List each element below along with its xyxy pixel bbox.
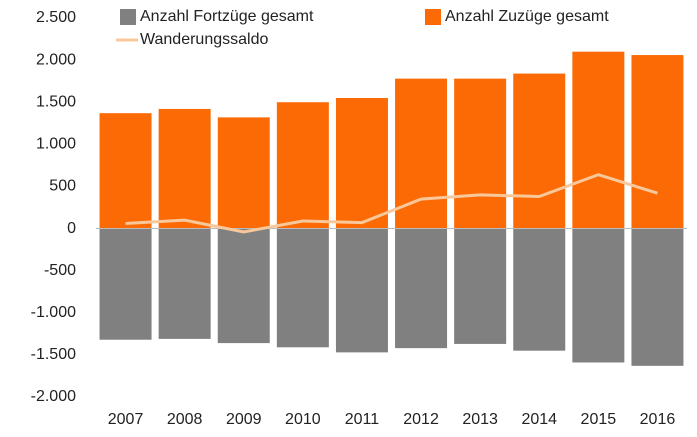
x-tick-label: 2016 (640, 411, 676, 428)
bar (454, 228, 507, 344)
x-tick-label: 2010 (285, 411, 321, 428)
y-tick-label: 2.000 (36, 51, 76, 68)
bar (513, 73, 566, 229)
y-tick-label: -1.000 (31, 304, 76, 321)
bar (572, 228, 625, 363)
legend-label: Anzahl Fortzüge gesamt (140, 8, 314, 25)
y-tick-label: 1.500 (36, 93, 76, 110)
bar (158, 228, 211, 339)
x-tick-label: 2009 (226, 411, 262, 428)
bar (276, 102, 329, 229)
y-tick-label: 2.500 (36, 9, 76, 26)
y-tick-label: 500 (49, 178, 76, 195)
bar (631, 228, 684, 366)
bar (631, 55, 684, 229)
legend-label: Anzahl Zuzüge gesamt (445, 8, 609, 25)
x-tick-label: 2011 (345, 411, 380, 428)
x-tick-label: 2007 (108, 411, 144, 428)
bar (158, 108, 211, 229)
bar (99, 113, 152, 229)
x-tick-label: 2008 (167, 411, 203, 428)
bar (513, 228, 566, 351)
bar (276, 228, 329, 348)
x-tick-label: 2015 (581, 411, 617, 428)
bar (217, 228, 270, 344)
legend-label: Wanderungssaldo (140, 31, 268, 48)
bar (395, 78, 448, 229)
bar (335, 228, 388, 353)
bar (395, 228, 448, 349)
bar (572, 51, 625, 229)
bar (99, 228, 152, 340)
legend-swatch (120, 9, 136, 25)
x-tick-label: 2012 (403, 411, 439, 428)
y-tick-label: -2.000 (31, 388, 76, 405)
y-tick-label: 1.000 (36, 136, 76, 153)
bar (335, 98, 388, 229)
x-tick-label: 2013 (462, 411, 498, 428)
x-tick-label: 2014 (521, 411, 557, 428)
y-tick-label: 0 (67, 220, 76, 237)
y-tick-label: -1.500 (31, 346, 76, 363)
line (125, 173, 658, 234)
legend-swatch (425, 9, 441, 25)
y-tick-label: -500 (44, 262, 76, 279)
bar (217, 117, 270, 229)
bar (454, 78, 507, 229)
